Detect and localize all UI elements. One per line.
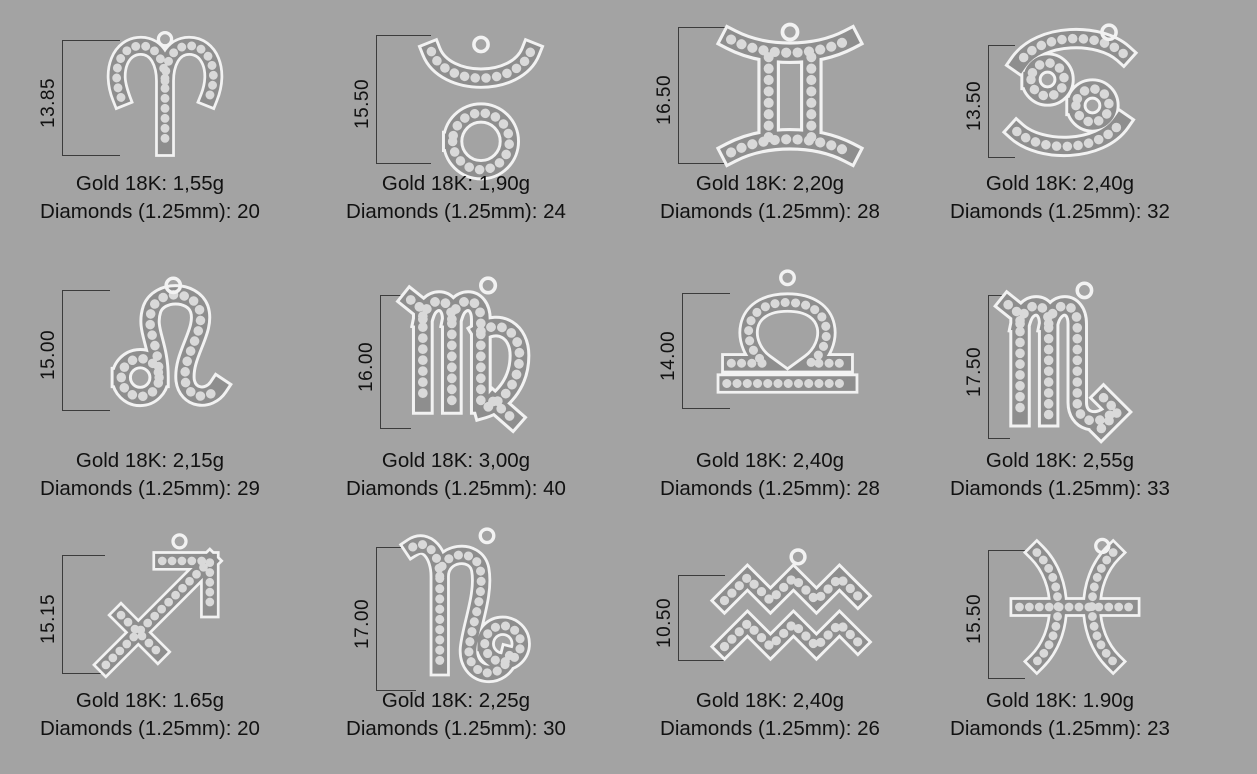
dimension-tick <box>376 163 431 164</box>
scorpio-charm-card: 17.50 Gold 18K: 2,55g Diamonds (1.25mm): 3… <box>910 268 1210 518</box>
dimension-tick <box>376 35 431 36</box>
dimension-tick <box>678 575 725 576</box>
gold-weight-label: Gold 18K: 1,90g <box>381 172 531 195</box>
aries-charm-card: 13.85 Gold 18K: 1,55g Diamonds (1.25mm): 2… <box>0 0 300 250</box>
diamond-count-label: Diamonds (1.25mm): 28 <box>660 200 880 223</box>
gold-weight-label: Gold 18K: 2,40g <box>695 449 845 472</box>
dimension-tick <box>988 157 1015 158</box>
dimension-tick <box>62 40 120 41</box>
dimension-tick <box>376 547 416 548</box>
dimension-line <box>988 295 989 438</box>
diamond-count-label: Diamonds (1.25mm): 28 <box>660 477 880 500</box>
gold-weight-label: Gold 18K: 2,20g <box>695 172 845 195</box>
dimension-tick <box>678 660 725 661</box>
height-dimension-label: 17.50 <box>964 346 985 397</box>
gold-weight-label: Gold 18K: 2,25g <box>381 689 531 712</box>
leo-charm-icon <box>100 276 233 413</box>
cancer-charm-card: 13.50 Gold 18K: 2,40g Diamonds (1.25mm): 3… <box>910 0 1210 250</box>
dimension-line <box>62 40 63 155</box>
height-dimension-label: 16.50 <box>654 74 675 125</box>
gemini-charm-card: 16.50 Gold 18K: 2,20g Diamonds (1.25mm): 2… <box>620 0 920 250</box>
dimension-tick <box>988 550 1025 551</box>
dimension-tick <box>62 673 105 674</box>
dimension-tick <box>988 295 1010 296</box>
gold-weight-label: Gold 18K: 1.65g <box>75 689 225 712</box>
diamond-count-label: Diamonds (1.25mm): 24 <box>346 200 566 223</box>
height-dimension-label: 15.50 <box>352 78 373 129</box>
dimension-tick <box>376 690 416 691</box>
dimension-tick <box>678 27 730 28</box>
libra-charm-card: 14.00 Gold 18K: 2,40g Diamonds (1.25mm): 2… <box>620 268 920 518</box>
dimension-line <box>376 35 377 163</box>
dimension-tick <box>678 163 730 164</box>
dimension-tick <box>380 428 411 429</box>
dimension-line <box>988 550 989 678</box>
gemini-charm-icon <box>715 22 865 168</box>
dimension-tick <box>380 295 411 296</box>
capricorn-charm-icon <box>398 527 541 690</box>
sagittarius-charm-icon <box>92 533 225 680</box>
taurus-charm-card: 15.50 Gold 18K: 1,90g Diamonds (1.25mm): 2… <box>306 0 606 250</box>
dimension-tick <box>62 555 105 556</box>
aries-charm-icon <box>106 30 224 160</box>
dimension-line <box>62 290 63 410</box>
height-dimension-label: 15.50 <box>964 593 985 644</box>
dimension-line <box>376 547 377 690</box>
dimension-tick <box>682 408 730 409</box>
dimension-tick <box>988 678 1025 679</box>
diamond-count-label: Diamonds (1.25mm): 30 <box>346 717 566 740</box>
height-dimension-label: 14.00 <box>658 330 679 381</box>
diamond-count-label: Diamonds (1.25mm): 33 <box>950 477 1170 500</box>
dimension-tick <box>62 290 110 291</box>
dimension-line <box>380 295 381 428</box>
dimension-tick <box>988 45 1015 46</box>
sagittarius-charm-card: 15.15 Gold 18K: 1.65g Diamonds (1.25mm): 2… <box>0 505 300 755</box>
aquarius-charm-card: 10.50 Gold 18K: 2,40g Diamonds (1.25mm): 2… <box>620 505 920 755</box>
diamond-count-label: Diamonds (1.25mm): 26 <box>660 717 880 740</box>
height-dimension-label: 10.50 <box>654 597 675 648</box>
taurus-charm-icon <box>417 35 545 181</box>
dimension-tick <box>62 155 120 156</box>
diamond-count-label: Diamonds (1.25mm): 20 <box>40 717 260 740</box>
pisces-charm-icon <box>1009 537 1141 677</box>
gold-weight-label: Gold 18K: 1,55g <box>75 172 225 195</box>
cancer-charm-icon <box>1001 23 1139 160</box>
pisces-charm-card: 15.50 Gold 18K: 1.90g Diamonds (1.25mm): 2… <box>910 505 1210 755</box>
diamond-count-label: Diamonds (1.25mm): 32 <box>950 200 1170 223</box>
virgo-charm-card: 16.00 Gold 18K: 3,00g Diamonds (1.25mm): 4… <box>306 268 606 518</box>
virgo-charm-icon <box>395 276 551 434</box>
gold-weight-label: Gold 18K: 1.90g <box>985 689 1135 712</box>
leo-charm-card: 15.00 Gold 18K: 2,15g Diamonds (1.25mm): 2… <box>0 268 300 518</box>
diamond-count-label: Diamonds (1.25mm): 23 <box>950 717 1170 740</box>
gold-weight-label: Gold 18K: 2,40g <box>985 172 1135 195</box>
height-dimension-label: 17.00 <box>352 598 373 649</box>
capricorn-charm-card: 17.00 Gold 18K: 2,25g Diamonds (1.25mm): 3… <box>306 505 606 755</box>
dimension-line <box>678 575 679 660</box>
libra-charm-icon <box>716 269 859 413</box>
gold-weight-label: Gold 18K: 2,15g <box>75 449 225 472</box>
diamond-count-label: Diamonds (1.25mm): 20 <box>40 200 260 223</box>
dimension-tick <box>62 410 110 411</box>
aquarius-charm-icon <box>709 548 873 665</box>
dimension-line <box>682 293 683 408</box>
height-dimension-label: 16.00 <box>356 341 377 392</box>
gold-weight-label: Gold 18K: 2,40g <box>695 689 845 712</box>
height-dimension-label: 13.50 <box>964 80 985 131</box>
dimension-line <box>988 45 989 157</box>
gold-weight-label: Gold 18K: 2,55g <box>985 449 1135 472</box>
dimension-tick <box>682 293 730 294</box>
gold-weight-label: Gold 18K: 3,00g <box>381 449 531 472</box>
dimension-tick <box>988 438 1010 439</box>
diamond-count-label: Diamonds (1.25mm): 40 <box>346 477 566 500</box>
dimension-line <box>62 555 63 673</box>
height-dimension-label: 13.85 <box>38 77 59 128</box>
scorpio-charm-icon <box>993 281 1145 444</box>
diamond-count-label: Diamonds (1.25mm): 29 <box>40 477 260 500</box>
height-dimension-label: 15.00 <box>38 329 59 380</box>
dimension-line <box>678 27 679 163</box>
height-dimension-label: 15.15 <box>38 593 59 644</box>
